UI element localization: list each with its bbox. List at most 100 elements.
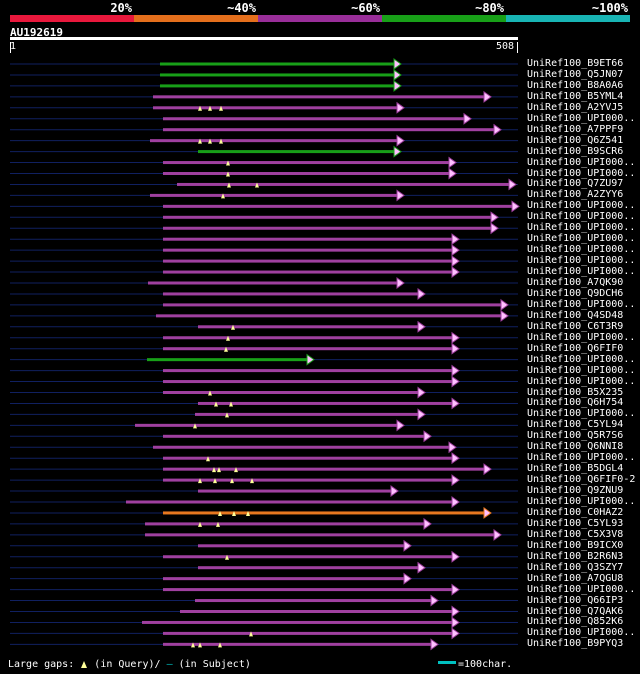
hit-label-link[interactable]: UniRef100_UPI000.. [527, 627, 636, 639]
hit-label-link[interactable]: UniRef100_B9ICX0 [527, 539, 624, 551]
hit-label-link[interactable]: UniRef100_B5X235 [527, 386, 624, 398]
hit-alignment-bar[interactable] [153, 95, 484, 99]
hit-alignment-bar[interactable] [163, 380, 452, 384]
hit-alignment-bar[interactable] [198, 566, 418, 570]
hit-alignment-bar[interactable] [163, 259, 452, 263]
hit-alignment-bar[interactable] [150, 139, 397, 143]
hit-label-link[interactable]: UniRef100_B2R6N3 [527, 550, 624, 562]
hit-alignment-bar[interactable] [163, 204, 512, 208]
hit-alignment-bar[interactable] [163, 467, 484, 471]
hit-label-link[interactable]: UniRef100_B5DGL4 [527, 463, 624, 475]
hit-row[interactable] [10, 364, 518, 377]
hit-label-link[interactable]: UniRef100_B9ET66 [527, 58, 624, 69]
hit-row[interactable] [10, 517, 518, 530]
hit-alignment-bar[interactable] [148, 281, 397, 285]
hit-row[interactable] [10, 331, 518, 344]
hit-label-link[interactable]: UniRef100_A7QGU8 [527, 572, 624, 584]
hit-alignment-bar[interactable] [150, 193, 397, 197]
hit-alignment-bar[interactable] [163, 128, 494, 132]
hit-alignment-bar[interactable] [126, 500, 452, 504]
hit-row[interactable] [10, 638, 518, 651]
hit-row[interactable] [10, 561, 518, 574]
hit-alignment-bar[interactable] [147, 358, 307, 362]
hit-row[interactable] [10, 266, 518, 279]
hit-alignment-bar[interactable] [163, 270, 452, 274]
hit-alignment-bar[interactable] [163, 248, 452, 252]
hit-row[interactable] [10, 419, 518, 432]
hit-label-link[interactable]: UniRef100_Q852K6 [527, 616, 624, 628]
hit-label-link[interactable]: UniRef100_C5X3V8 [527, 528, 624, 540]
hit-alignment-bar[interactable] [163, 237, 452, 241]
hit-label-link[interactable]: UniRef100_Q7ZU97 [527, 178, 624, 190]
hit-row[interactable] [10, 309, 518, 322]
hit-row[interactable] [10, 627, 518, 640]
hit-alignment-bar[interactable] [163, 215, 491, 219]
hit-alignment-bar[interactable] [163, 347, 452, 351]
hit-row[interactable] [10, 189, 518, 202]
hit-alignment-bar[interactable] [145, 522, 424, 526]
hit-label-link[interactable]: UniRef100_Q5JN07 [527, 68, 624, 80]
hit-alignment-bar[interactable] [160, 84, 394, 88]
hit-row[interactable] [10, 287, 518, 300]
hit-row[interactable] [10, 156, 518, 169]
hit-label-link[interactable]: UniRef100_UPI000.. [527, 255, 636, 267]
hit-row[interactable] [10, 145, 518, 158]
hit-row[interactable] [10, 463, 518, 476]
hit-alignment-bar[interactable] [153, 445, 449, 449]
hit-alignment-bar[interactable] [195, 412, 418, 416]
hit-label-link[interactable]: UniRef100_C0HAZ2 [527, 506, 624, 518]
hit-row[interactable] [10, 134, 518, 147]
hit-alignment-bar[interactable] [163, 391, 418, 394]
hit-alignment-bar[interactable] [198, 401, 452, 405]
hit-label-link[interactable]: UniRef100_Q4SD48 [527, 309, 624, 321]
hit-label-link[interactable]: UniRef100_UPI000.. [527, 200, 636, 212]
hit-row[interactable] [10, 583, 518, 596]
hit-label-link[interactable]: UniRef100_C6T3R9 [527, 320, 624, 332]
hit-label-link[interactable]: UniRef100_UPI000.. [527, 496, 636, 507]
hit-row[interactable] [10, 79, 518, 92]
hit-row[interactable] [10, 485, 518, 498]
hit-row[interactable] [10, 452, 518, 465]
hit-label-link[interactable]: UniRef100_UPI000.. [527, 211, 636, 223]
hit-row[interactable] [10, 616, 518, 629]
hit-label-link[interactable]: UniRef100_UPI000.. [527, 408, 636, 420]
hit-label-link[interactable]: UniRef100_Q9ZNU9 [527, 485, 624, 497]
hit-alignment-bar[interactable] [198, 150, 394, 154]
hit-alignment-bar[interactable] [163, 117, 464, 121]
hit-row[interactable] [10, 430, 518, 443]
hit-label-link[interactable]: UniRef100_Q3SZY7 [527, 561, 624, 573]
hit-label-link[interactable]: UniRef100_Q6H754 [527, 397, 624, 409]
hit-label-link[interactable]: UniRef100_UPI000.. [527, 298, 636, 310]
hit-alignment-bar[interactable] [163, 226, 491, 230]
hit-row[interactable] [10, 277, 518, 289]
hit-label-link[interactable]: UniRef100_UPI000.. [527, 244, 636, 256]
hit-label-link[interactable]: UniRef100_B8A0A6 [527, 79, 624, 91]
hit-alignment-bar[interactable] [163, 434, 424, 438]
hit-row[interactable] [10, 342, 518, 355]
hit-row[interactable] [10, 353, 518, 366]
hit-label-link[interactable]: UniRef100_B9SCR6 [527, 145, 624, 157]
hit-label-link[interactable]: UniRef100_Q6FIF0-2 [527, 474, 636, 486]
hit-label-link[interactable]: UniRef100_A2ZYY6 [527, 189, 624, 201]
hit-label-link[interactable]: UniRef100_A2YVJ5 [527, 101, 624, 113]
hit-row[interactable] [10, 397, 518, 410]
hit-row[interactable] [10, 528, 518, 541]
hit-label-link[interactable]: UniRef100_UPI000.. [527, 353, 636, 365]
hit-label-link[interactable]: UniRef100_UPI000.. [527, 266, 636, 278]
hit-alignment-bar[interactable] [160, 62, 394, 66]
hit-alignment-bar[interactable] [163, 511, 484, 515]
hit-alignment-bar[interactable] [153, 106, 397, 110]
hit-alignment-bar[interactable] [163, 588, 452, 592]
hit-alignment-bar[interactable] [163, 369, 452, 373]
hit-alignment-bar[interactable] [163, 577, 404, 581]
hit-label-link[interactable]: UniRef100_UPI000.. [527, 112, 636, 124]
hit-label-link[interactable]: UniRef100_Q9DCH6 [527, 287, 624, 299]
hit-label-link[interactable]: UniRef100_Q6Z541 [527, 134, 624, 146]
hit-row[interactable] [10, 58, 518, 70]
hit-alignment-bar[interactable] [156, 314, 501, 318]
hit-row[interactable] [10, 90, 518, 103]
hit-alignment-bar[interactable] [163, 456, 452, 460]
hit-row[interactable] [10, 572, 518, 585]
hit-label-link[interactable]: UniRef100_C5YL94 [527, 419, 624, 431]
hit-alignment-bar[interactable] [163, 161, 449, 165]
